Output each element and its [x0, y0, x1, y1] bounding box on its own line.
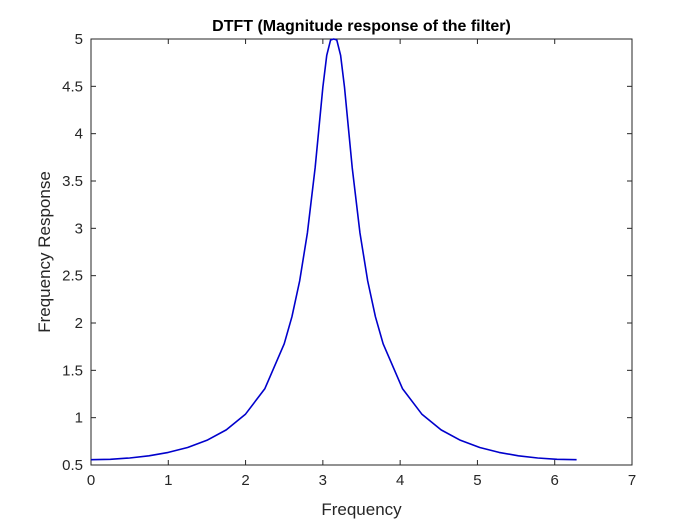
- x-tick-label: 7: [628, 472, 636, 489]
- y-tick-label: 3: [75, 220, 83, 237]
- y-tick-label: 2.5: [62, 268, 83, 285]
- x-tick-label: 2: [241, 472, 249, 489]
- chart-title: DTFT (Magnitude response of the filter): [212, 18, 511, 35]
- y-tick-label: 2: [75, 315, 83, 332]
- y-tick-label: 4: [75, 126, 83, 143]
- series-line: [90, 38, 577, 461]
- y-axis-label: Frequency Response: [35, 171, 54, 333]
- x-tick-label: 0: [87, 472, 95, 489]
- y-tick-label: 1.5: [62, 362, 83, 379]
- x-tick-label: 6: [551, 472, 559, 489]
- y-tick-label: 3.5: [62, 173, 83, 190]
- axis-ticks: [90, 38, 633, 466]
- x-tick-label: 1: [164, 472, 172, 489]
- x-tick-label: 5: [473, 472, 481, 489]
- x-tick-label: 4: [396, 472, 404, 489]
- y-tick-label: 4.5: [62, 78, 83, 95]
- y-tick-label: 5: [75, 31, 83, 48]
- x-axis-label: Frequency: [321, 500, 402, 519]
- series-layer: [90, 38, 577, 461]
- y-tick-label: 1: [75, 410, 83, 427]
- plot-area: [90, 38, 633, 466]
- y-tick-label: 0.5: [62, 457, 83, 474]
- axis-tick-labels: 0 1 2 3 4 5 6 7 0.5 1 1.5 2 2.5 3 3.5 4 4.5 5: [62, 31, 636, 489]
- x-tick-label: 3: [319, 472, 327, 489]
